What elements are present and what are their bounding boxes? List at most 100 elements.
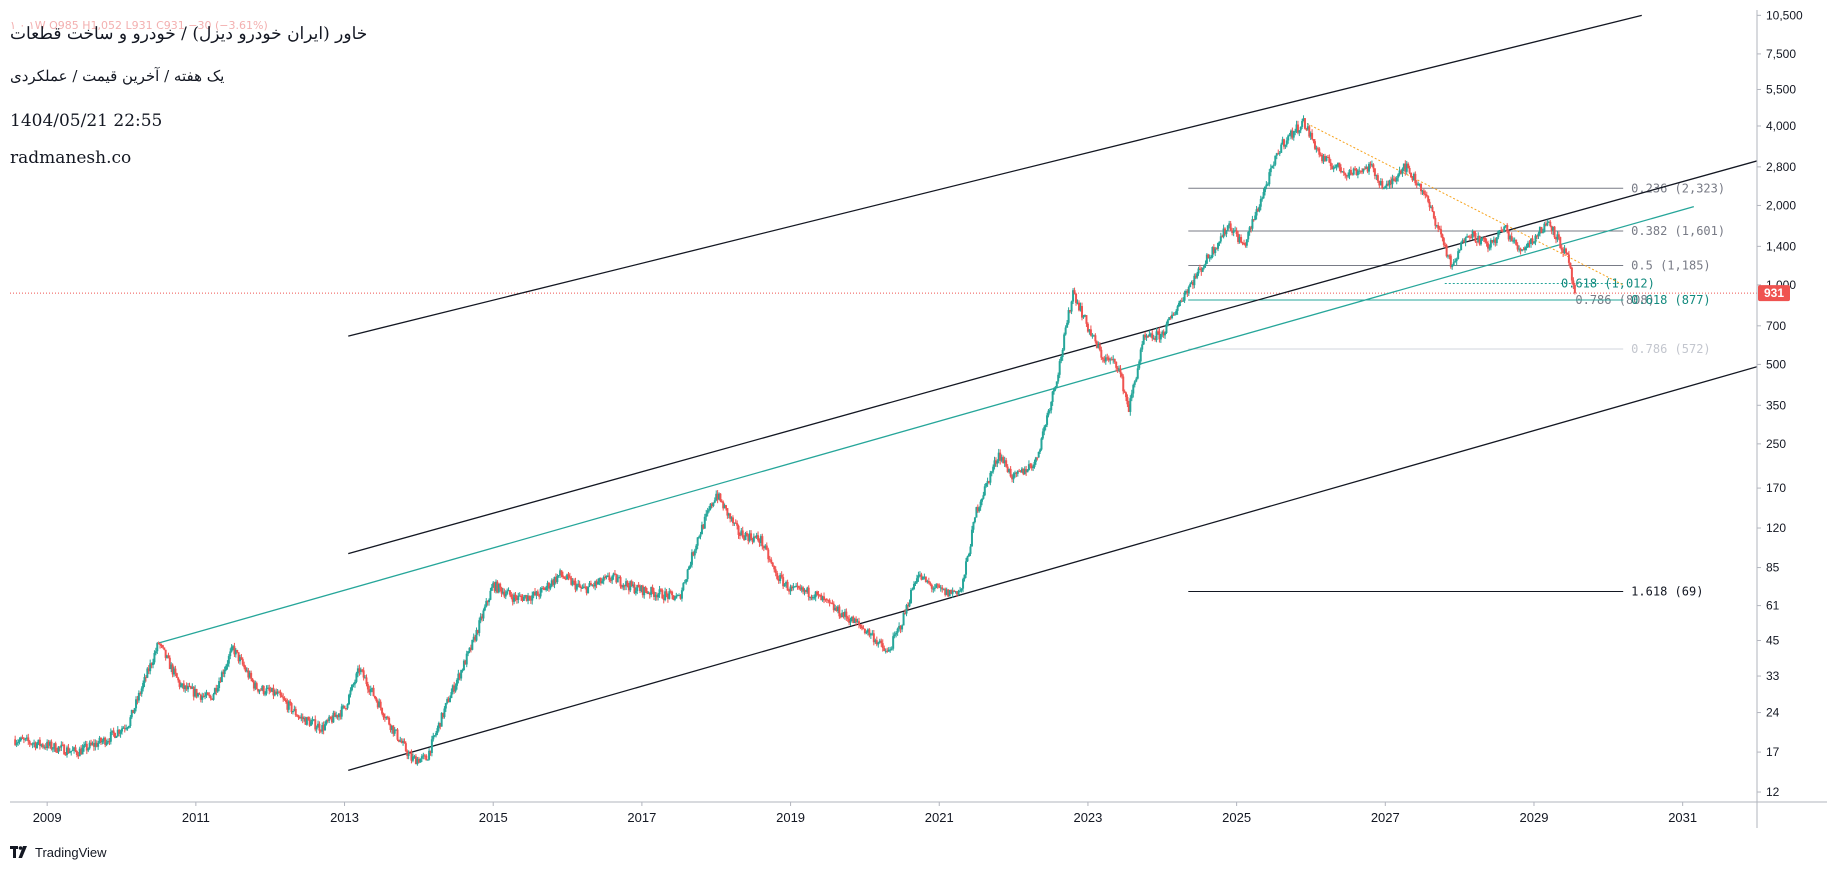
candle-body xyxy=(482,610,485,619)
candle-body xyxy=(574,581,577,590)
candle-body xyxy=(362,670,365,678)
candle-body xyxy=(584,586,587,588)
candle-body xyxy=(504,593,507,597)
candle-body xyxy=(618,577,621,579)
candle-body xyxy=(632,584,635,587)
candle-body xyxy=(1506,225,1509,232)
candle-body xyxy=(1547,221,1550,223)
candle-body xyxy=(1030,465,1033,469)
candle-body xyxy=(229,651,232,657)
candle-body xyxy=(566,574,569,580)
candle-body xyxy=(520,595,523,598)
candle-body xyxy=(1421,190,1424,192)
candle-body xyxy=(1235,230,1238,234)
candle-body xyxy=(1063,334,1066,350)
candle-body xyxy=(1184,291,1187,294)
candlestick-series xyxy=(14,115,1576,766)
candle-body xyxy=(1145,336,1148,338)
candle-body xyxy=(1535,235,1538,237)
candle-body xyxy=(1127,404,1130,412)
candle-body xyxy=(433,735,436,737)
candle-body xyxy=(733,522,736,524)
candle-body xyxy=(1054,386,1057,390)
candle-body xyxy=(992,466,995,472)
time-axis[interactable]: 2009 2011 2013 2015 2017 2019 2021 2023 2025 2027… xyxy=(33,802,1697,825)
candle-body xyxy=(1468,236,1471,238)
candle-body xyxy=(990,471,993,473)
candle-body xyxy=(152,662,155,666)
candle-body xyxy=(444,703,447,709)
channel-line[interactable] xyxy=(348,14,1642,337)
trend-line[interactable] xyxy=(158,205,1694,644)
candle-body xyxy=(273,691,276,696)
candle-body xyxy=(1138,361,1141,369)
candle-body xyxy=(135,699,138,709)
candle-body xyxy=(1146,336,1149,338)
candle-body xyxy=(307,717,310,720)
candle-body xyxy=(557,575,560,577)
candle-body xyxy=(112,730,115,734)
candle-body xyxy=(767,549,770,560)
candle-body xyxy=(611,576,614,581)
price-tick-label: 12 xyxy=(1766,785,1780,799)
candle-body xyxy=(803,589,806,592)
candle-body xyxy=(390,725,393,731)
candle-body xyxy=(1130,393,1133,399)
candle-body xyxy=(774,569,777,574)
candle-body xyxy=(710,503,713,506)
candle-body xyxy=(712,502,715,506)
channel-line[interactable] xyxy=(348,366,1757,771)
time-tick-label: 2027 xyxy=(1371,810,1400,825)
candle-body xyxy=(1250,227,1253,229)
candle-body xyxy=(120,728,123,732)
candle-body xyxy=(1430,206,1433,208)
candle-body xyxy=(1269,168,1272,173)
candle-body xyxy=(592,585,595,587)
candle-body xyxy=(189,686,192,689)
trend-line-segment[interactable] xyxy=(158,205,1694,644)
candle-body xyxy=(506,591,509,594)
candle-body xyxy=(571,580,574,585)
candle-body xyxy=(1089,329,1092,336)
candle-body xyxy=(1263,186,1266,193)
fibonacci-retracement[interactable]: 0.236 (2,323) 0.382 (1,601) 0.5 (1,185) 0.6… xyxy=(1188,181,1725,598)
candle-body xyxy=(1530,238,1533,244)
candle-body xyxy=(1016,470,1019,474)
candle-body xyxy=(1458,250,1461,252)
candle-body xyxy=(1339,167,1342,173)
candle-body xyxy=(154,651,157,654)
candle-body xyxy=(532,591,535,596)
candle-body xyxy=(1094,335,1097,342)
candle-body xyxy=(388,717,391,725)
tradingview-brand[interactable]: TradingView xyxy=(10,843,107,861)
candle-body xyxy=(738,534,741,536)
candle-body xyxy=(77,754,80,757)
candle-body xyxy=(468,647,471,652)
candle-body xyxy=(1173,314,1176,316)
candle-body xyxy=(406,751,409,756)
price-channel[interactable] xyxy=(348,14,1757,771)
candle-body xyxy=(126,727,129,729)
plot-area[interactable]: 0.236 (2,323) 0.382 (1,601) 0.5 (1,185) 0.6… xyxy=(10,14,1757,771)
candle-body xyxy=(333,712,336,717)
candle-body xyxy=(173,668,176,675)
candle-body xyxy=(743,537,746,540)
channel-line[interactable] xyxy=(348,160,1757,555)
candle-body xyxy=(1366,166,1369,172)
chart-subtitle: یک هفته / آخرین قیمت / عملکردی xyxy=(10,67,225,85)
candle-body xyxy=(1392,178,1395,180)
candle-body xyxy=(184,685,187,690)
candle-body xyxy=(280,695,283,698)
candle-body xyxy=(680,590,683,599)
candle-body xyxy=(1265,184,1268,187)
candle-body xyxy=(297,716,300,718)
candle-body xyxy=(972,522,975,530)
candle-body xyxy=(878,640,881,643)
candle-body xyxy=(1452,262,1455,266)
candle-body xyxy=(1222,228,1225,238)
candle-body xyxy=(896,628,899,633)
candle-body xyxy=(105,742,108,745)
candle-body xyxy=(1378,180,1381,186)
candle-body xyxy=(1361,171,1364,173)
